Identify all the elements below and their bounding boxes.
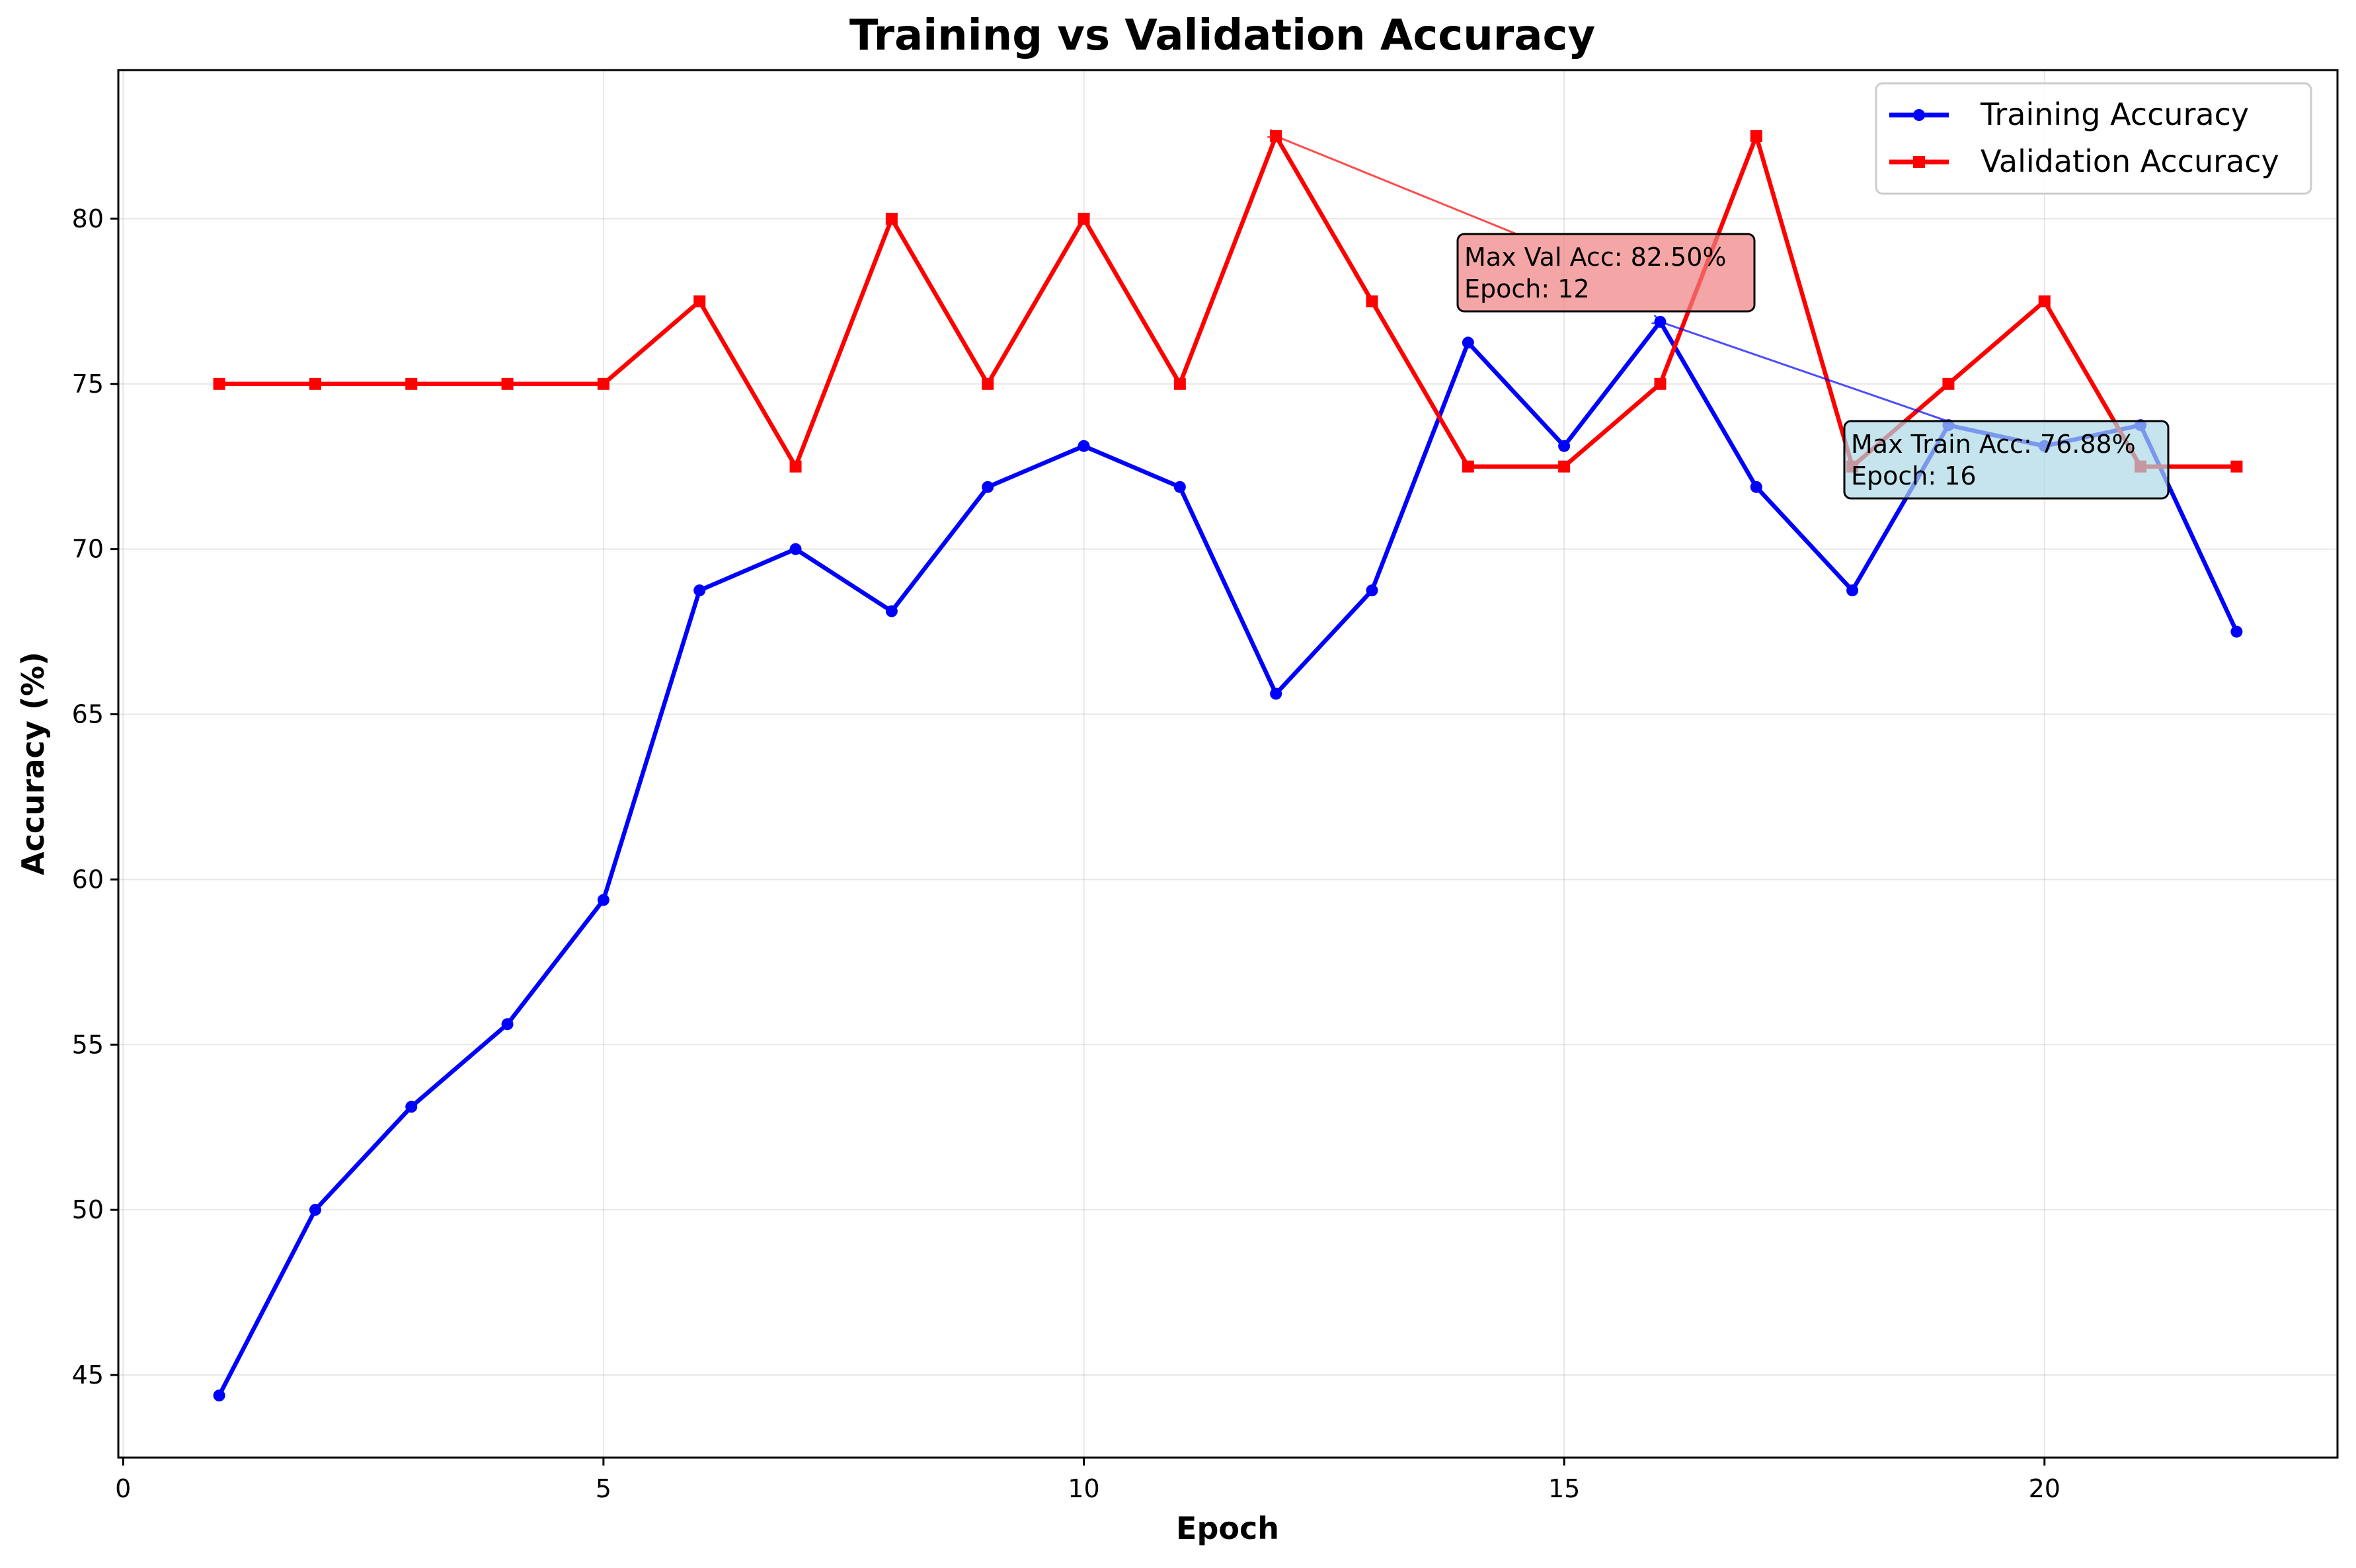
data-point (885, 605, 898, 617)
grid (118, 70, 2337, 1458)
y-tick-label: 80 (72, 204, 104, 233)
legend-training-label: Training Accuracy (1980, 97, 2249, 132)
data-point (1173, 377, 1186, 390)
data-point (1750, 481, 1762, 493)
data-point (597, 377, 609, 390)
series-layer (213, 130, 2243, 1402)
data-point (982, 377, 994, 390)
annotation-arrow (1660, 322, 1948, 422)
data-point (1270, 687, 1282, 700)
data-point (1558, 440, 1571, 452)
data-point (1846, 584, 1859, 597)
legend-validation-marker (1913, 156, 1925, 168)
data-point (213, 1390, 225, 1402)
legend: Training Accuracy Validation Accuracy (1875, 82, 2312, 195)
data-point (2038, 295, 2051, 307)
y-tick-label: 45 (72, 1360, 104, 1390)
y-axis-label: Accuracy (%) (15, 652, 51, 875)
series-line (217, 319, 2239, 1397)
data-point (405, 377, 418, 390)
data-point (693, 584, 706, 597)
data-point (1750, 130, 1762, 142)
legend-validation-label: Validation Accuracy (1981, 143, 2279, 179)
annotation-box (1456, 233, 1756, 313)
x-tick-label: 10 (1068, 1474, 1099, 1503)
data-point (309, 377, 321, 390)
data-point (982, 481, 994, 493)
annotation-text-line2: Epoch: 16 (1851, 461, 1977, 490)
annotation-text-line2: Epoch: 12 (1464, 274, 1590, 303)
annotation-arrow (1276, 136, 1517, 235)
data-point (1078, 212, 1090, 225)
data-point (693, 295, 706, 307)
annotation-max-val: Max Val Acc: 82.50%Epoch: 12 (1276, 136, 1756, 313)
x-tick-label: 20 (2029, 1474, 2061, 1503)
annotation-text-line1: Max Train Acc: 76.88% (1851, 430, 2136, 459)
data-point (1558, 460, 1571, 473)
data-point (1078, 440, 1090, 452)
y-tick-label: 75 (72, 370, 104, 399)
data-point (1462, 336, 1474, 349)
x-tick-label: 5 (596, 1474, 611, 1503)
y-tick-label: 55 (72, 1030, 104, 1059)
y-tick-label: 50 (72, 1195, 104, 1224)
data-point (885, 212, 898, 225)
data-point (1366, 584, 1378, 597)
data-point (501, 1018, 514, 1031)
data-point (2230, 460, 2243, 473)
data-point (1462, 460, 1474, 473)
data-point (789, 543, 802, 555)
data-point (1942, 377, 1955, 390)
data-point (1366, 295, 1378, 307)
chart-title: Training vs Validation Accuracy (849, 11, 1595, 60)
x-tick-label: 15 (1548, 1474, 1580, 1503)
annotation-max-train: Max Train Acc: 76.88%Epoch: 16 (1660, 322, 2170, 500)
legend-training-marker (1913, 109, 1925, 121)
data-point (213, 377, 225, 390)
plot-area-frame (117, 69, 2339, 1459)
x-axis-label: Epoch (1176, 1510, 1279, 1546)
data-point (405, 1101, 418, 1113)
data-point (1654, 377, 1667, 390)
data-point (501, 377, 514, 390)
y-tick-label: 70 (72, 535, 104, 564)
y-axis-ticks: 45 50 55 60 65 70 75 80 (72, 204, 118, 1390)
data-point (1173, 481, 1186, 493)
data-point (309, 1204, 321, 1216)
x-axis-ticks: 0 5 10 15 20 (115, 1458, 2061, 1503)
y-tick-label: 65 (72, 700, 104, 729)
y-tick-label: 60 (72, 865, 104, 894)
legend-frame (1875, 82, 2312, 195)
data-point (789, 460, 802, 473)
data-point (2230, 625, 2243, 638)
x-tick-label: 0 (115, 1474, 131, 1503)
annotation-box (1843, 420, 2170, 500)
annotation-text-line1: Max Val Acc: 82.50% (1464, 243, 1727, 272)
data-point (597, 894, 609, 906)
